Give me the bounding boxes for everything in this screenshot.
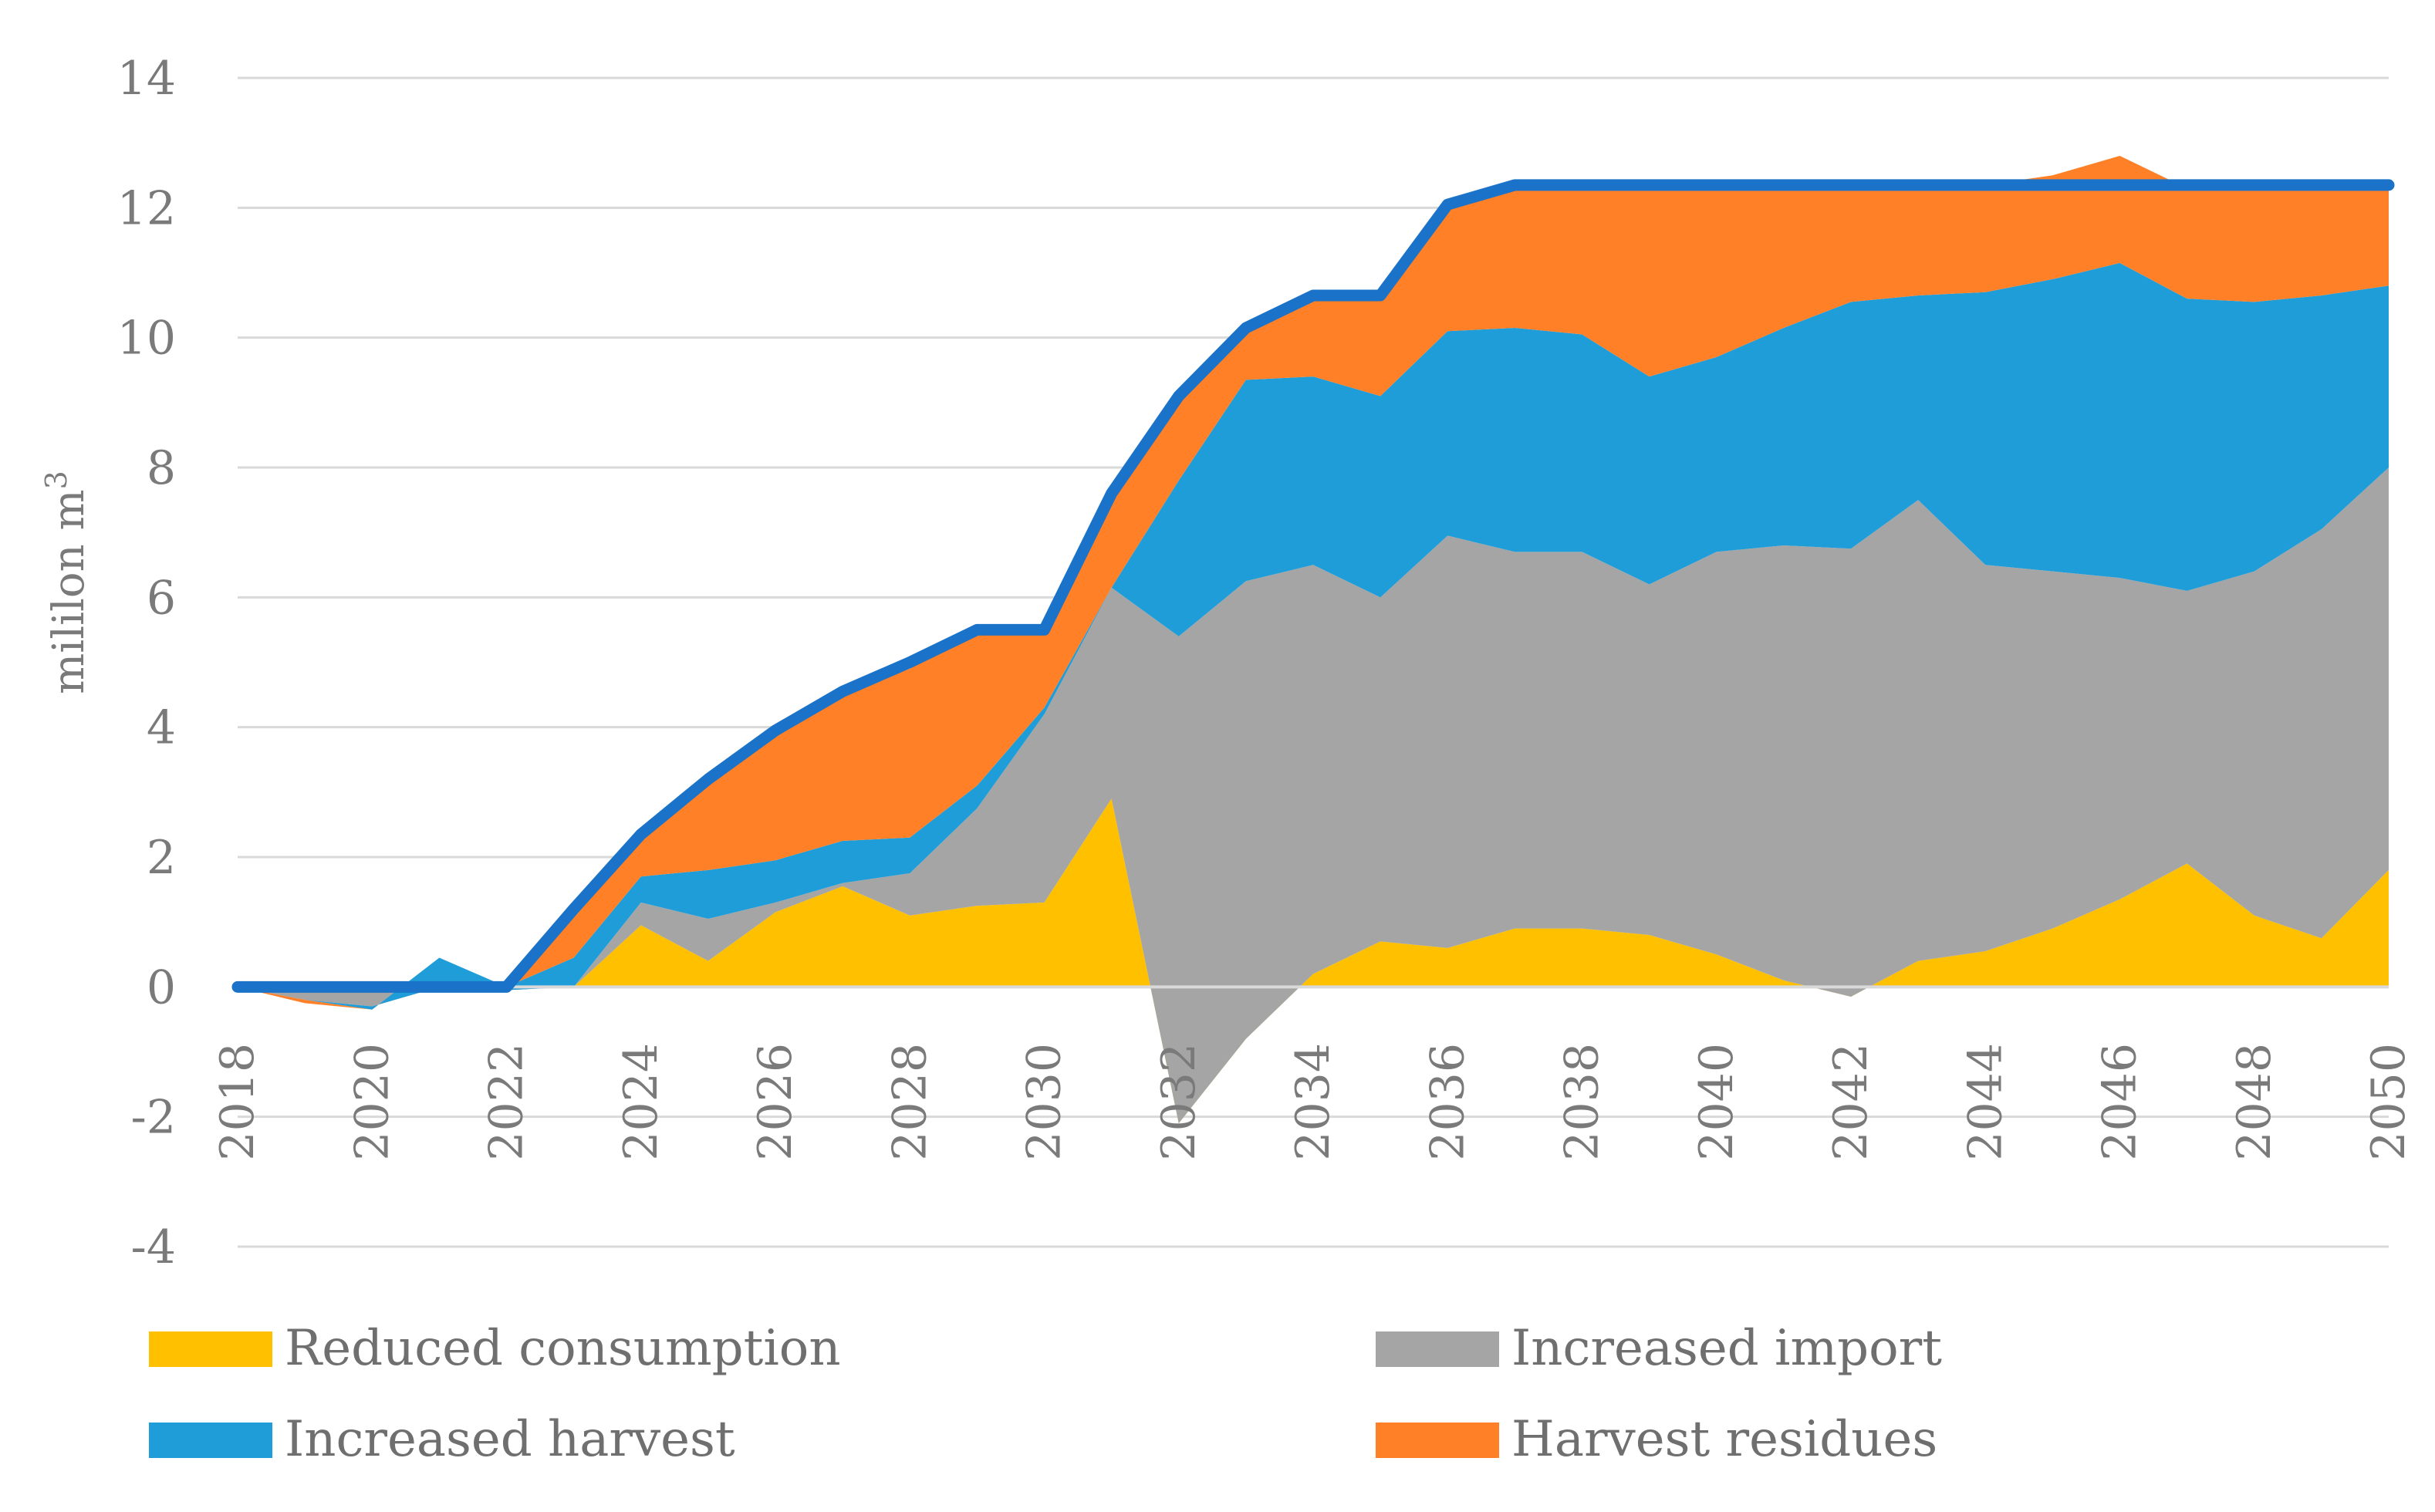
legend: Reduced consumption Increased import Incre… <box>149 1320 1942 1468</box>
x-tick-label: 2048 <box>2227 1043 2281 1161</box>
area-reduced-consumption <box>238 798 2389 1124</box>
x-tick-label: 2028 <box>883 1043 937 1161</box>
y-tick-label: 2 <box>147 831 176 885</box>
legend-label: Harvest residues <box>1511 1411 1937 1468</box>
legend-item: Increased harvest <box>149 1411 735 1468</box>
x-tick-label: 2024 <box>614 1043 668 1161</box>
legend-label: Reduced consumption <box>285 1320 841 1377</box>
legend-label: Increased import <box>1511 1320 1942 1377</box>
x-tick-label: 2036 <box>1420 1043 1474 1161</box>
legend-swatch <box>1376 1423 1499 1458</box>
x-tick-label: 2042 <box>1824 1043 1878 1161</box>
y-tick-label: -2 <box>131 1091 176 1145</box>
x-tick-label: 2018 <box>211 1043 265 1161</box>
legend-swatch <box>149 1331 272 1367</box>
area-increased-import <box>238 467 2389 1124</box>
x-tick-label: 2020 <box>345 1043 399 1161</box>
area-series <box>238 156 2389 1124</box>
x-tick-label: 2044 <box>1958 1043 2012 1161</box>
y-tick-labels: -4 -2 0 2 4 6 8 10 12 14 <box>117 52 176 1274</box>
x-tick-label: 2022 <box>480 1043 534 1161</box>
y-axis-title-text: mililon m <box>44 489 94 694</box>
y-axis-title-superscript: 3 <box>39 471 73 489</box>
y-tick-label: 6 <box>147 571 176 625</box>
legend-item: Increased import <box>1376 1320 1942 1377</box>
y-tick-label: 8 <box>147 441 176 495</box>
x-tick-labels: 2018 2020 2022 2024 2026 2028 2030 2032 2034 2036… <box>211 1043 2416 1161</box>
total-line <box>231 179 2395 993</box>
area-harvest-residues <box>238 156 2389 1010</box>
y-tick-label: 0 <box>147 960 176 1014</box>
legend-item: Reduced consumption <box>149 1320 841 1377</box>
y-tick-label: -4 <box>131 1220 176 1274</box>
legend-item: Harvest residues <box>1376 1411 1937 1468</box>
y-axis-title: mililon m3 <box>39 471 94 694</box>
x-tick-label: 2050 <box>2362 1043 2416 1161</box>
x-tick-label: 2030 <box>1018 1043 1072 1161</box>
x-tick-label: 2032 <box>1152 1043 1206 1161</box>
legend-swatch <box>149 1423 272 1458</box>
area-increased-harvest <box>238 262 2389 1010</box>
x-tick-label: 2046 <box>2093 1043 2147 1161</box>
y-tick-label: 10 <box>117 312 176 366</box>
x-tick-label: 2034 <box>1286 1043 1340 1161</box>
y-tick-label: 12 <box>117 181 176 235</box>
y-tick-label: 4 <box>147 701 176 755</box>
x-tick-label: 2038 <box>1555 1043 1609 1161</box>
x-tick-label: 2026 <box>748 1043 802 1161</box>
legend-label: Increased harvest <box>285 1411 735 1468</box>
x-tick-label: 2040 <box>1690 1043 1744 1161</box>
y-tick-label: 14 <box>117 52 176 106</box>
legend-swatch <box>1376 1331 1499 1367</box>
